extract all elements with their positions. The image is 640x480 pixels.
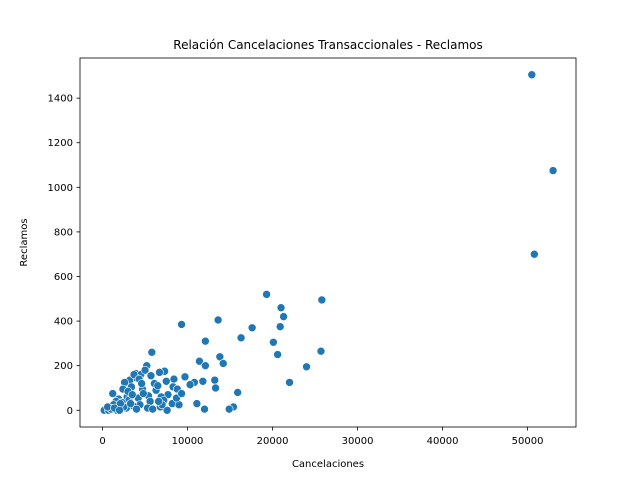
data-point [527, 70, 537, 80]
data-point [210, 375, 220, 385]
y-axis-label: Reclamos [19, 218, 30, 266]
data-point [154, 397, 163, 406]
data-point [548, 166, 558, 175]
data-point [180, 372, 190, 382]
data-point [139, 389, 148, 398]
data-point [147, 348, 157, 357]
data-point [279, 312, 288, 321]
chart-title: Relación Cancelaciones Transaccionales -… [173, 38, 482, 52]
data-point [269, 337, 278, 347]
data-point [530, 249, 539, 259]
data-point [126, 399, 135, 408]
data-point [273, 350, 282, 359]
x-axis: 0 10000 20000 30000 40000 50000 [99, 427, 543, 447]
y-tick-label: 800 [54, 227, 73, 238]
y-tick-label: 200 [54, 361, 73, 372]
y-axis: 0 200 400 600 800 1000 1200 1400 [48, 94, 80, 417]
data-points [99, 70, 558, 415]
data-point [146, 371, 156, 381]
data-point [200, 404, 209, 414]
data-point [236, 333, 246, 343]
data-point [153, 381, 163, 391]
data-point [108, 389, 118, 398]
data-point [155, 368, 164, 377]
x-axis-label: Cancelaciones [292, 459, 364, 470]
data-point [177, 320, 186, 329]
data-point [201, 361, 210, 370]
data-point [148, 404, 157, 414]
y-tick-label: 1400 [48, 94, 73, 105]
x-tick-label: 10000 [172, 436, 204, 447]
data-point [275, 322, 285, 331]
data-point [192, 399, 202, 408]
data-point [177, 389, 186, 398]
data-point [247, 323, 257, 333]
data-point [195, 356, 204, 366]
data-point [132, 404, 141, 414]
data-point [302, 362, 311, 372]
data-point [316, 346, 326, 356]
data-point [317, 295, 327, 305]
data-point [211, 383, 220, 393]
plot-area [79, 57, 577, 428]
y-tick-label: 1000 [48, 183, 73, 194]
data-point [127, 390, 137, 399]
x-tick-label: 30000 [342, 436, 374, 447]
data-point [215, 352, 225, 362]
x-tick-label: 40000 [427, 436, 459, 447]
data-point [115, 405, 124, 415]
data-point [198, 376, 208, 386]
data-point [276, 303, 286, 313]
x-tick-label: 50000 [512, 436, 544, 447]
y-tick-label: 1200 [48, 138, 73, 149]
x-tick-label: 0 [99, 436, 105, 447]
y-tick-label: 600 [54, 272, 73, 283]
data-point [185, 380, 195, 389]
data-point [137, 379, 146, 388]
y-tick-label: 0 [67, 406, 73, 417]
x-tick-label: 20000 [257, 436, 289, 447]
data-point [201, 336, 210, 346]
data-point [233, 388, 242, 397]
data-point [262, 290, 271, 299]
data-point [224, 404, 234, 414]
data-point [218, 359, 228, 368]
data-point [162, 405, 172, 415]
data-point [140, 365, 150, 375]
data-point [169, 374, 179, 384]
data-point [285, 378, 294, 387]
data-point [213, 315, 223, 325]
data-point [161, 376, 171, 386]
y-tick-label: 400 [54, 317, 73, 328]
